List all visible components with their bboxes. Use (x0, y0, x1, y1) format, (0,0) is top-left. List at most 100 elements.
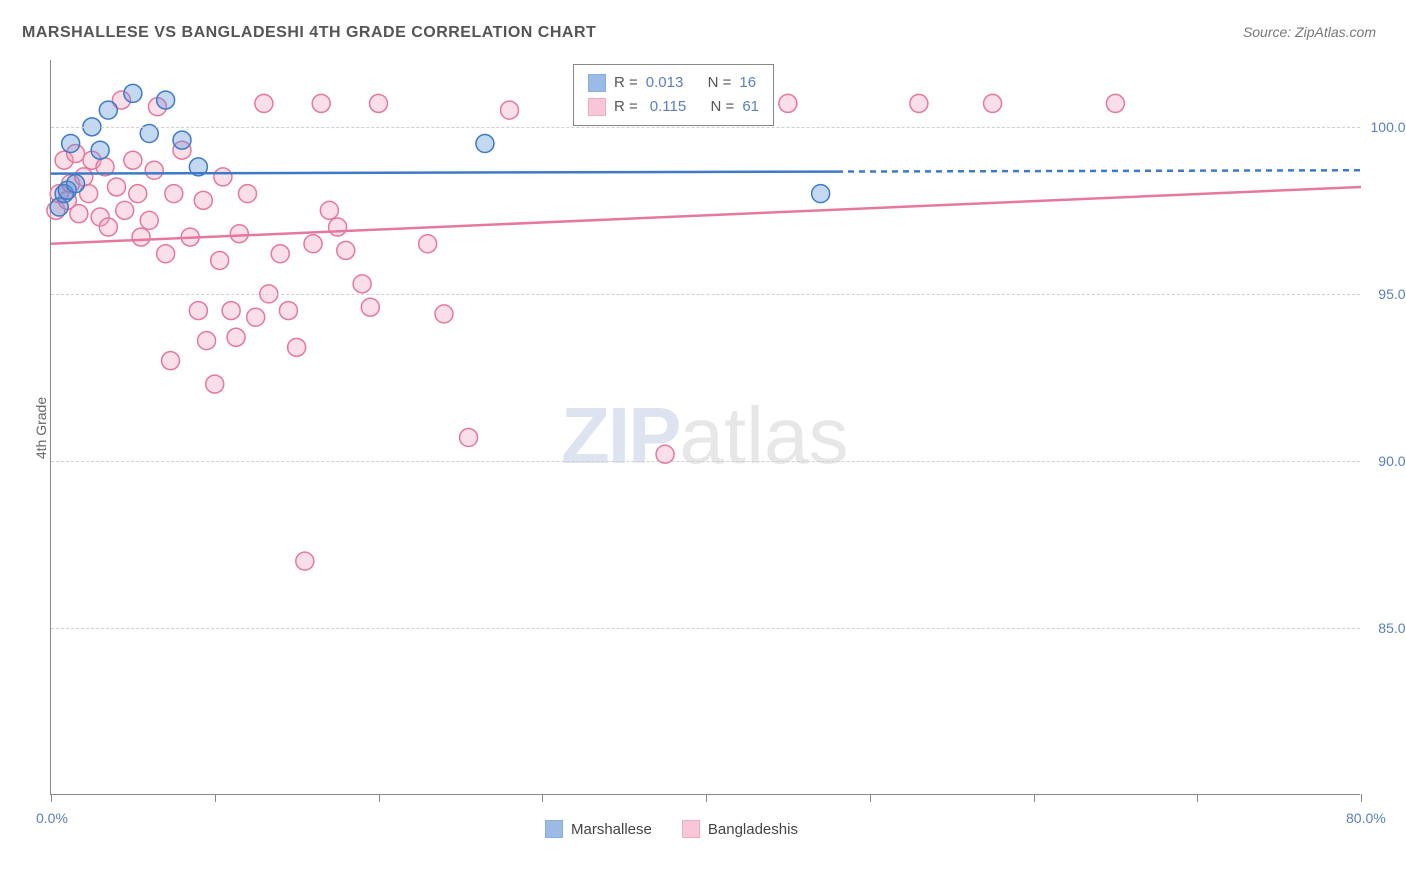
correlation-legend: R = 0.013 N = 16 R = 0.115 N = 61 (573, 64, 774, 126)
n-label: N = (708, 71, 732, 95)
gridline (51, 294, 1360, 295)
x-tick (542, 794, 543, 802)
y-tick-label: 95.0% (1378, 286, 1406, 302)
data-point (99, 101, 117, 119)
x-tick (1361, 794, 1362, 802)
data-point (198, 332, 216, 350)
x-tick (379, 794, 380, 802)
data-point (222, 302, 240, 320)
marshallese-swatch-icon (545, 820, 563, 838)
marshallese-swatch-icon (588, 74, 606, 92)
chart-title: MARSHALLESE VS BANGLADESHI 4TH GRADE COR… (22, 24, 596, 42)
data-point (812, 185, 830, 203)
data-point (288, 338, 306, 356)
gridline (51, 628, 1360, 629)
source-name: ZipAtlas.com (1295, 24, 1376, 40)
data-point (157, 91, 175, 109)
r-label: R = (614, 95, 638, 119)
data-point (211, 251, 229, 269)
data-point (140, 211, 158, 229)
y-tick-label: 90.0% (1378, 453, 1406, 469)
y-tick-label: 85.0% (1378, 620, 1406, 636)
data-point (162, 352, 180, 370)
data-point (271, 245, 289, 263)
data-point (435, 305, 453, 323)
y-tick-label: 100.0% (1371, 119, 1406, 135)
bangladeshis-swatch-icon (682, 820, 700, 838)
data-point (361, 298, 379, 316)
legend-item-bangladeshis: Bangladeshis (682, 820, 798, 838)
data-point (255, 94, 273, 112)
x-tick-label: 0.0% (36, 810, 68, 826)
bangladeshis-r-value: 0.115 (650, 95, 686, 119)
data-point (206, 375, 224, 393)
y-axis-label: 4th Grade (33, 397, 49, 459)
correlation-row-bangladeshis: R = 0.115 N = 61 (588, 95, 759, 119)
data-point (353, 275, 371, 293)
r-label: R = (614, 71, 638, 95)
data-point (910, 94, 928, 112)
series-legend: Marshallese Bangladeshis (545, 820, 798, 838)
x-tick (1197, 794, 1198, 802)
data-point (67, 175, 85, 193)
source-prefix: Source: (1243, 24, 1295, 40)
plot-svg (51, 60, 1360, 794)
scatter-plot-area: ZIPatlas R = 0.013 N = 16 R = 0.115 N = … (50, 60, 1360, 795)
data-point (99, 218, 117, 236)
data-point (304, 235, 322, 253)
marshallese-label: Marshallese (571, 821, 652, 838)
data-point (312, 94, 330, 112)
data-point (239, 185, 257, 203)
data-point (165, 185, 183, 203)
bangladeshis-label: Bangladeshis (708, 821, 798, 838)
data-point (329, 218, 347, 236)
data-point (108, 178, 126, 196)
data-point (145, 161, 163, 179)
data-point (460, 429, 478, 447)
data-point (70, 205, 88, 223)
gridline (51, 127, 1360, 128)
correlation-row-marshallese: R = 0.013 N = 16 (588, 71, 759, 95)
data-point (214, 168, 232, 186)
data-point (247, 308, 265, 326)
data-point (129, 185, 147, 203)
data-point (227, 328, 245, 346)
x-tick (215, 794, 216, 802)
n-label: N = (711, 95, 735, 119)
marshallese-n-value: 16 (739, 71, 756, 95)
data-point (173, 131, 191, 149)
data-point (419, 235, 437, 253)
x-tick (1034, 794, 1035, 802)
x-tick-label: 80.0% (1346, 810, 1386, 826)
data-point (91, 141, 109, 159)
marshallese-r-value: 0.013 (646, 71, 684, 95)
data-point (230, 225, 248, 243)
data-point (62, 135, 80, 153)
data-point (189, 302, 207, 320)
source-attribution: Source: ZipAtlas.com (1243, 24, 1376, 40)
x-tick (51, 794, 52, 802)
data-point (476, 135, 494, 153)
data-point (124, 84, 142, 102)
data-point (370, 94, 388, 112)
data-point (116, 201, 134, 219)
data-point (132, 228, 150, 246)
bangladeshis-n-value: 61 (742, 95, 759, 119)
data-point (984, 94, 1002, 112)
data-point (320, 201, 338, 219)
data-point (157, 245, 175, 263)
data-point (779, 94, 797, 112)
bangladeshis-swatch-icon (588, 98, 606, 116)
data-point (296, 552, 314, 570)
gridline (51, 461, 1360, 462)
data-point (194, 191, 212, 209)
data-point (279, 302, 297, 320)
data-point (337, 241, 355, 259)
data-point (1106, 94, 1124, 112)
legend-item-marshallese: Marshallese (545, 820, 652, 838)
x-tick (706, 794, 707, 802)
x-tick (870, 794, 871, 802)
trend-line (837, 170, 1361, 171)
data-point (501, 101, 519, 119)
trend-line (51, 172, 837, 174)
